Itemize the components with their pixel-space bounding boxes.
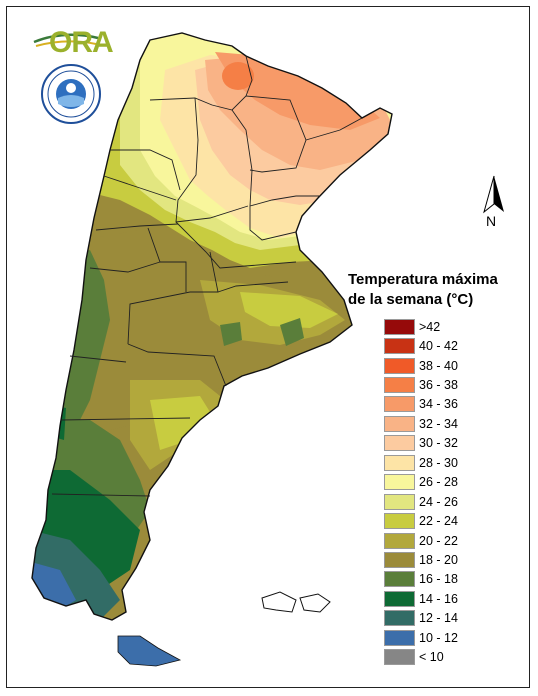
legend-label: 26 - 28 xyxy=(419,475,458,490)
legend-swatch xyxy=(384,493,415,510)
legend-label: 18 - 20 xyxy=(419,552,458,567)
legend-swatch xyxy=(384,551,415,568)
legend-label: 38 - 40 xyxy=(419,358,458,373)
malvinas-islands xyxy=(261,591,331,613)
legend-swatch xyxy=(384,649,415,666)
legend-item: 26 - 28 xyxy=(384,473,524,492)
legend-swatch xyxy=(384,377,415,394)
smn-seal-icon xyxy=(41,64,101,124)
tierra-del-fuego xyxy=(117,635,182,667)
legend-swatch xyxy=(384,318,415,335)
ora-logo-text: ORA xyxy=(49,26,114,59)
legend-title-line2: de la semana (°C) xyxy=(348,291,474,308)
legend-label: 14 - 16 xyxy=(419,591,458,606)
legend-item: 22 - 24 xyxy=(384,511,524,530)
legend-swatch xyxy=(384,435,415,452)
legend-label: 20 - 22 xyxy=(419,533,458,548)
legend-swatch xyxy=(384,357,415,374)
legend-item: 12 - 14 xyxy=(384,609,524,628)
legend-title-line1: Temperatura máxima xyxy=(348,271,498,288)
ora-logo xyxy=(33,33,99,47)
legend-swatch xyxy=(384,610,415,627)
north-arrow-icon xyxy=(483,175,504,214)
legend-item: 28 - 30 xyxy=(384,453,524,472)
legend-item: 10 - 12 xyxy=(384,628,524,647)
legend-label: 10 - 12 xyxy=(419,630,458,645)
legend-label: 30 - 32 xyxy=(419,436,458,451)
legend-item: < 10 xyxy=(384,647,524,666)
legend-item: 24 - 26 xyxy=(384,492,524,511)
legend-label: 34 - 36 xyxy=(419,397,458,412)
country-outline xyxy=(31,32,393,621)
legend-title: Temperatura máxima de la semana (°C) xyxy=(348,270,528,310)
legend-swatch xyxy=(384,454,415,471)
north-label: N xyxy=(486,213,497,229)
legend-swatch xyxy=(384,629,415,646)
legend-item: 16 - 18 xyxy=(384,570,524,589)
legend-label: >42 xyxy=(419,319,441,334)
legend: >42 40 - 42 38 - 40 36 - 38 34 - 36 32 - 34 30… xyxy=(384,317,524,667)
legend-label: < 10 xyxy=(419,650,444,665)
legend-label: 32 - 34 xyxy=(419,416,458,431)
legend-item: 30 - 32 xyxy=(384,434,524,453)
legend-item: 34 - 36 xyxy=(384,395,524,414)
legend-swatch xyxy=(384,590,415,607)
legend-swatch xyxy=(384,532,415,549)
legend-item: 36 - 38 xyxy=(384,375,524,394)
legend-item: 40 - 42 xyxy=(384,336,524,355)
legend-label: 40 - 42 xyxy=(419,339,458,354)
legend-item: 20 - 22 xyxy=(384,531,524,550)
legend-label: 28 - 30 xyxy=(419,455,458,470)
legend-item: >42 xyxy=(384,317,524,336)
legend-item: 32 - 34 xyxy=(384,414,524,433)
legend-label: 22 - 24 xyxy=(419,514,458,529)
legend-label: 16 - 18 xyxy=(419,572,458,587)
legend-item: 14 - 16 xyxy=(384,589,524,608)
map-frame xyxy=(6,6,530,688)
legend-label: 12 - 14 xyxy=(419,611,458,626)
province-borders xyxy=(51,55,363,497)
legend-swatch xyxy=(384,474,415,491)
legend-label: 24 - 26 xyxy=(419,494,458,509)
legend-swatch xyxy=(384,571,415,588)
legend-item: 18 - 20 xyxy=(384,550,524,569)
legend-swatch xyxy=(384,513,415,530)
legend-label: 36 - 38 xyxy=(419,378,458,393)
legend-swatch xyxy=(384,415,415,432)
legend-swatch xyxy=(384,396,415,413)
legend-item: 38 - 40 xyxy=(384,356,524,375)
legend-swatch xyxy=(384,338,415,355)
